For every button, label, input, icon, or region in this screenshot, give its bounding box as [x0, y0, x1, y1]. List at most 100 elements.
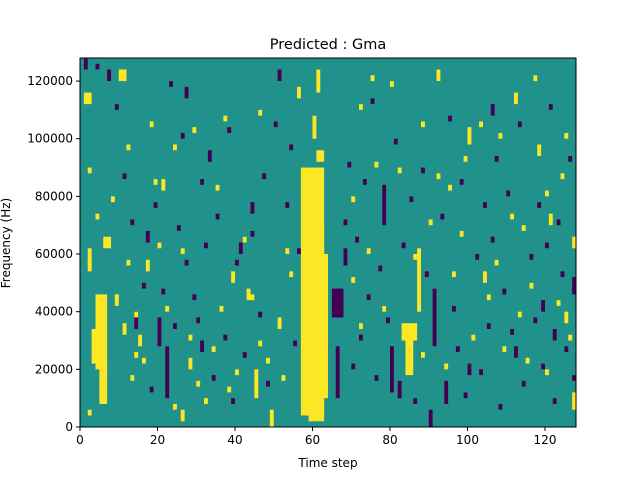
heatmap-cell-low [452, 305, 456, 312]
heatmap-cell-high [188, 334, 193, 341]
heatmap-cell-high [479, 121, 483, 128]
heatmap-cell-high [258, 340, 263, 347]
heatmap-cell-high [316, 150, 325, 162]
heatmap-cell-high [413, 254, 418, 260]
heatmap-cell-high [111, 196, 115, 203]
heatmap-cell-low [517, 121, 522, 128]
heatmap-cell-low [114, 104, 119, 110]
heatmap-cell-low [444, 380, 449, 404]
heatmap-cell-low [161, 288, 166, 295]
heatmap-cell-low [262, 173, 266, 180]
heatmap-cell-high [359, 323, 363, 329]
heatmap-cell-high [269, 409, 274, 427]
heatmap-cell-high [215, 184, 220, 191]
heatmap-cell-high [126, 144, 131, 151]
heatmap-cell-high [138, 334, 142, 347]
heatmap-cell-high [510, 213, 514, 220]
heatmap-cell-low [227, 127, 232, 133]
heatmap-cell-high [494, 259, 499, 266]
heatmap-cell-low [273, 121, 278, 128]
heatmap-cell-high [180, 248, 185, 255]
heatmap-cell-high [572, 392, 576, 410]
heatmap-cell-high [572, 236, 576, 249]
heatmap-cell-high [297, 86, 301, 99]
heatmap-cell-low [390, 346, 394, 393]
heatmap-cell-low [455, 346, 460, 353]
heatmap-cell-high [242, 236, 247, 243]
heatmap-cell-low [378, 265, 383, 272]
heatmap-cell-high [436, 69, 441, 82]
heatmap-cell-low [564, 346, 569, 353]
heatmap-cell-low [231, 398, 235, 404]
heatmap-cell-low [157, 317, 162, 347]
heatmap-cell-high [545, 369, 549, 376]
heatmap-cell-high [235, 369, 239, 376]
heatmap-cell-low [343, 248, 348, 266]
heatmap-cell-high [397, 167, 402, 174]
heatmap-cell-low [421, 167, 425, 174]
heatmap-cell-high [153, 179, 158, 185]
heatmap-cell-low [483, 202, 487, 208]
x-tick-label: 20 [150, 433, 165, 447]
heatmap-cell-low [393, 138, 398, 145]
heatmap-cell-low [432, 288, 437, 347]
heatmap-cell-low [242, 352, 247, 358]
heatmap-cell-high [165, 305, 170, 312]
heatmap-cell-high [161, 179, 166, 191]
heatmap-cell-low [145, 230, 150, 243]
x-tick-label: 80 [382, 433, 397, 447]
heatmap-cell-high [289, 271, 294, 278]
heatmap-cell-high [149, 121, 154, 128]
heatmap-cell-low [238, 242, 243, 255]
heatmap-cell-low [266, 380, 270, 387]
heatmap-cell-high [370, 75, 375, 82]
heatmap-cell-low [572, 375, 576, 381]
heatmap-cell-low [370, 98, 375, 105]
heatmap-cell-low [510, 328, 514, 335]
heatmap-cell-low [362, 179, 367, 185]
heatmap-cell-high [436, 173, 441, 180]
heatmap-cell-high [246, 288, 251, 301]
heatmap-cell-low [374, 375, 379, 381]
heatmap-cell-low [235, 259, 239, 266]
heatmap-cell-low [176, 225, 181, 231]
heatmap-cell-high [560, 173, 565, 180]
heatmap-cell-low [552, 328, 557, 341]
heatmap-cell-low [207, 150, 212, 162]
heatmap-cell-high [192, 127, 197, 133]
heatmap-cell-low [223, 334, 228, 341]
heatmap-cell-high [533, 75, 538, 82]
x-tick-label: 40 [227, 433, 242, 447]
heatmap-cell-low [541, 300, 545, 312]
y-axis-label: Frequency (Hz) [0, 198, 13, 289]
heatmap-cell-high [312, 115, 317, 139]
heatmap-cell-high [122, 323, 127, 335]
heatmap-cell-high [258, 109, 263, 116]
heatmap-cell-high [316, 69, 321, 93]
heatmap-cell-high [145, 259, 150, 272]
heatmap-cell-high [448, 184, 452, 191]
heatmap-cell-low [490, 104, 495, 116]
heatmap-cell-low [250, 230, 255, 237]
heatmap-cell-low [134, 311, 139, 329]
heatmap-cell-high [223, 115, 228, 122]
y-tick-label: 120000 [27, 74, 73, 88]
heatmap-cell-low [459, 179, 464, 185]
heatmap-cell-low [200, 179, 204, 185]
heatmap-cell-low [83, 58, 88, 70]
y-tick-label: 100000 [27, 132, 73, 146]
heatmap-cell-low [463, 392, 468, 399]
heatmap-cell-high [204, 398, 208, 404]
heatmap-cell-high [568, 334, 573, 341]
heatmap-cell-low [258, 311, 263, 318]
heatmap-cell-low [366, 294, 371, 301]
heatmap-cell-high [537, 144, 542, 157]
heatmap-cell-high [103, 236, 111, 249]
heatmap-cell-high [556, 300, 561, 306]
heatmap-cell-high [231, 271, 235, 283]
heatmap-cell-low [514, 346, 518, 358]
heatmap-cell-low [541, 363, 545, 370]
y-tick-label: 0 [65, 420, 73, 434]
heatmap-cell-low [494, 156, 499, 162]
